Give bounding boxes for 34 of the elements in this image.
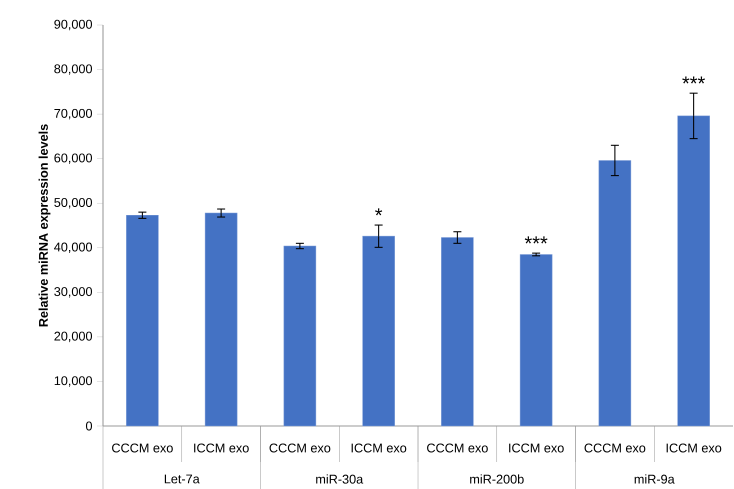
bar bbox=[284, 246, 316, 426]
x-tick-label: ICCM exo bbox=[194, 444, 249, 452]
x-tick-label: CCCM exo bbox=[427, 444, 488, 452]
y-tick-label: 80,000 bbox=[54, 64, 92, 75]
x-tick-label: CCCM exo bbox=[584, 444, 646, 452]
y-tick-label: 40,000 bbox=[54, 242, 92, 254]
y-tick-label: 90,000 bbox=[54, 20, 92, 30]
y-axis-title: Relative miRNA expression levels bbox=[38, 124, 50, 326]
x-tick-label: CCCM exo bbox=[112, 444, 173, 452]
y-tick-label: 50,000 bbox=[54, 198, 92, 208]
text: Let-7a bbox=[164, 474, 200, 484]
bar bbox=[598, 160, 632, 426]
bar bbox=[204, 212, 238, 426]
text: miR-200b bbox=[470, 474, 524, 484]
x-tick-label: ICCM exo bbox=[352, 444, 406, 452]
y-tick-label: 20,000 bbox=[54, 332, 92, 342]
bar bbox=[677, 116, 710, 426]
y-tick-label: 60,000 bbox=[54, 153, 92, 164]
x-tick-label: ICCM exo bbox=[509, 444, 564, 452]
bar bbox=[520, 254, 552, 426]
data-label: *** bbox=[524, 236, 548, 244]
y-tick-label: 0 bbox=[86, 422, 92, 430]
data-label: * bbox=[375, 208, 382, 216]
bar bbox=[126, 214, 159, 426]
text: miR-9a bbox=[634, 474, 675, 484]
bar bbox=[441, 237, 474, 426]
y-tick-label: 10,000 bbox=[54, 376, 92, 387]
x-tick-label: ICCM exo bbox=[666, 444, 722, 452]
y-tick-label: 70,000 bbox=[54, 108, 92, 120]
x-tick-label: CCCM exo bbox=[270, 444, 330, 452]
data-label: *** bbox=[682, 76, 705, 84]
y-tick-label: 30,000 bbox=[54, 287, 92, 298]
bar bbox=[362, 236, 395, 426]
text: miR-30a bbox=[316, 474, 364, 484]
